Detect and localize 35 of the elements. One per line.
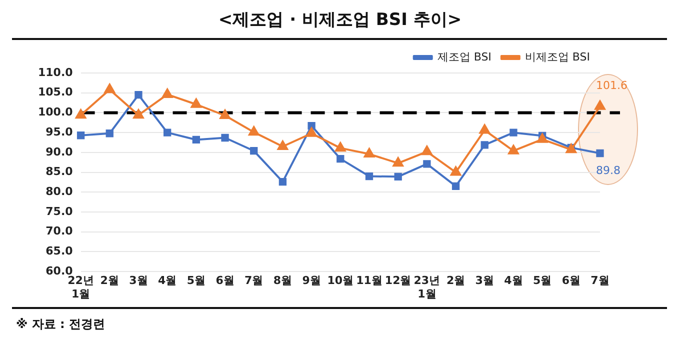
y-tick-label: 90.0 xyxy=(46,145,74,158)
x-tick-label: 4월 xyxy=(158,274,177,288)
y-tick-label: 110.0 xyxy=(38,66,74,79)
x-tick-label: 7월 xyxy=(244,274,264,288)
x-tick-label: 10월 xyxy=(327,274,354,288)
data-label: 101.6 xyxy=(596,79,628,92)
x-tick-label: 12월 xyxy=(384,274,412,288)
x-tick-label: 22년 1월 xyxy=(68,274,94,300)
x-tick-label: 3월 xyxy=(475,274,494,288)
y-tick-label: 100.0 xyxy=(38,106,74,119)
y-tick-label: 80.0 xyxy=(46,185,74,198)
y-tick-label: 95.0 xyxy=(46,125,74,138)
y-tick-label: 105.0 xyxy=(38,86,74,99)
x-tick-label: 5월 xyxy=(186,274,206,288)
x-tick-label: 11월 xyxy=(356,274,382,288)
x-tick-label: 2월 xyxy=(446,274,466,288)
x-tick-label: 9월 xyxy=(302,274,321,288)
y-tick-label: 85.0 xyxy=(46,165,74,178)
x-tick-label: 3월 xyxy=(129,274,148,288)
chart-title: <제조업 · 비제조업 BSI 추이> xyxy=(217,9,463,31)
x-tick-label: 7월 xyxy=(590,274,610,288)
y-tick-label: 75.0 xyxy=(46,204,74,218)
legend-label: 제조업 BSI xyxy=(437,50,492,64)
x-tick-label: 8월 xyxy=(273,274,292,288)
x-tick-label: 5월 xyxy=(532,274,552,288)
x-tick-label: 6월 xyxy=(216,274,234,288)
x-tick-label: 23년 1월 xyxy=(414,274,440,300)
legend-label: 비제조업 BSI xyxy=(524,50,590,64)
text: ※ 자료 : 전경련 xyxy=(16,316,105,333)
x-tick-label: 6월 xyxy=(562,274,580,288)
x-tick-label: 2월 xyxy=(100,274,119,288)
data-label: 89.8 xyxy=(596,164,620,178)
y-tick-label: 70.0 xyxy=(46,224,74,238)
x-tick-label: 4월 xyxy=(504,274,523,288)
y-tick-label: 65.0 xyxy=(46,244,74,258)
